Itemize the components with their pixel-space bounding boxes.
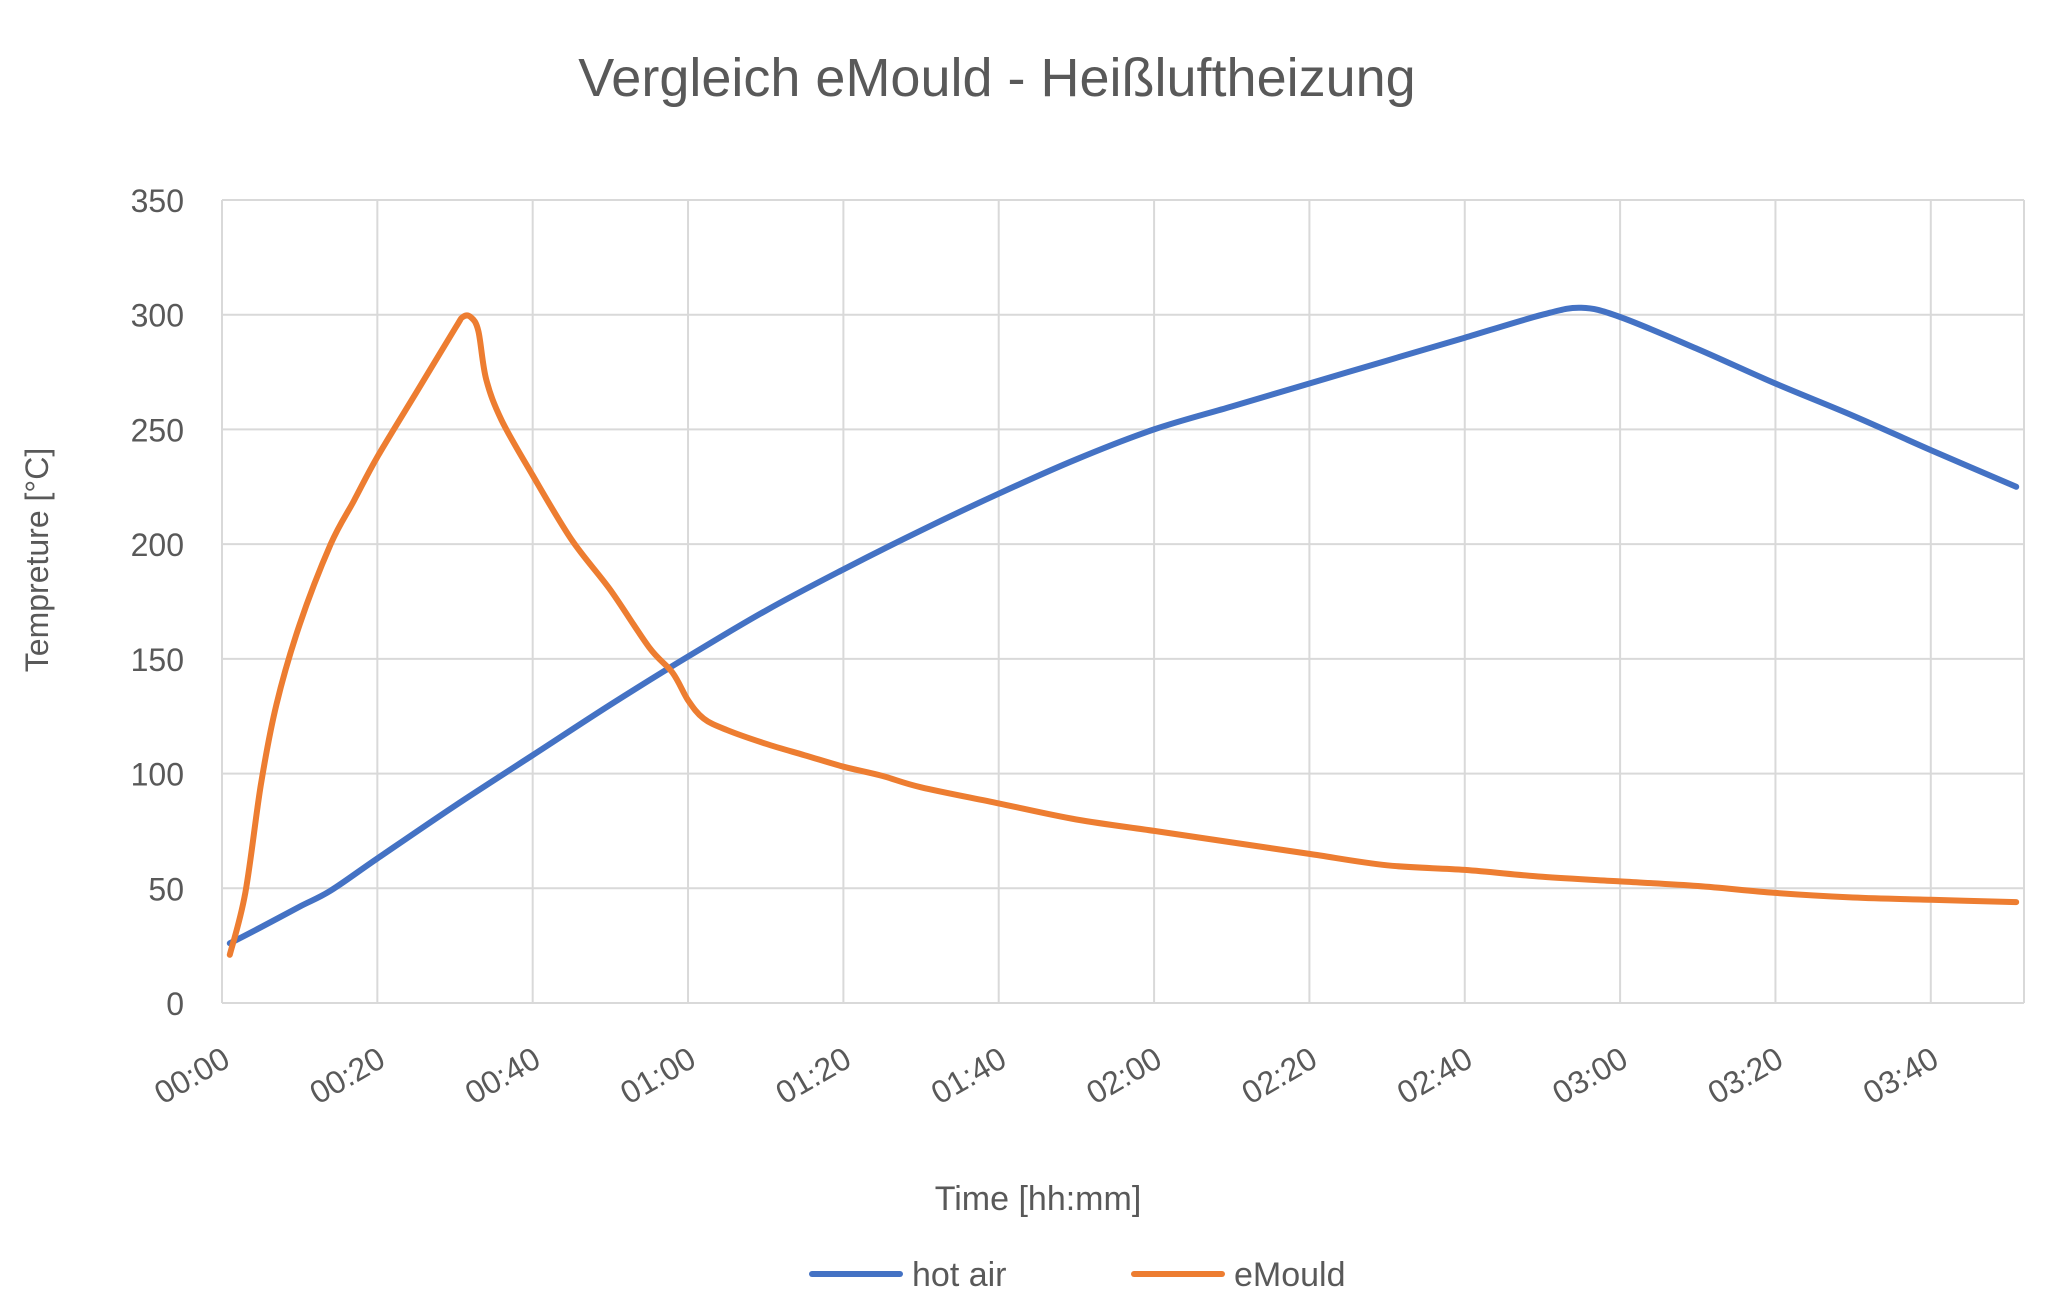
- x-tick-label: 03:00: [1546, 1040, 1633, 1111]
- x-tick-label: 02:20: [1236, 1040, 1323, 1111]
- x-tick-label: 01:00: [614, 1040, 701, 1111]
- y-tick-label: 100: [131, 757, 184, 793]
- y-tick-label: 200: [131, 527, 184, 563]
- legend-label: hot air: [912, 1256, 1007, 1294]
- x-tick-label: 03:20: [1702, 1040, 1789, 1111]
- y-tick-label: 250: [131, 412, 184, 448]
- x-tick-label: 03:40: [1857, 1040, 1944, 1111]
- y-tick-label: 150: [131, 642, 184, 678]
- y-tick-label: 0: [166, 986, 184, 1022]
- x-tick-label: 00:20: [303, 1040, 390, 1111]
- y-axis-tick-labels: 0 50 100 150 200 250 300 350: [131, 183, 184, 1022]
- y-tick-label: 350: [131, 183, 184, 219]
- chart-title: Vergleich eMould - Heißluftheizung: [578, 48, 1415, 108]
- x-tick-label: 00:40: [459, 1040, 546, 1111]
- x-axis-tick-labels: 00:00 00:20 00:40 01:00 01:20 01:40 02:00 02:20…: [148, 1040, 1944, 1111]
- legend: hot air eMould: [809, 1256, 1346, 1294]
- series-line-hot-air: [226, 304, 2020, 947]
- y-axis-title: Tempreture [°C]: [19, 448, 55, 672]
- x-tick-label: 01:40: [925, 1040, 1012, 1111]
- gridlines: [221, 199, 2025, 1004]
- legend-label: eMould: [1234, 1256, 1346, 1294]
- y-tick-label: 300: [131, 298, 184, 334]
- x-axis-title: Time [hh:mm]: [935, 1180, 1142, 1218]
- x-tick-label: 00:00: [148, 1040, 235, 1111]
- series-line-emould: [226, 312, 2020, 958]
- x-tick-label: 01:20: [770, 1040, 857, 1111]
- x-tick-label: 02:00: [1080, 1040, 1167, 1111]
- y-tick-label: 50: [148, 871, 184, 907]
- series-lines: [226, 304, 2020, 958]
- x-tick-label: 02:40: [1391, 1040, 1478, 1111]
